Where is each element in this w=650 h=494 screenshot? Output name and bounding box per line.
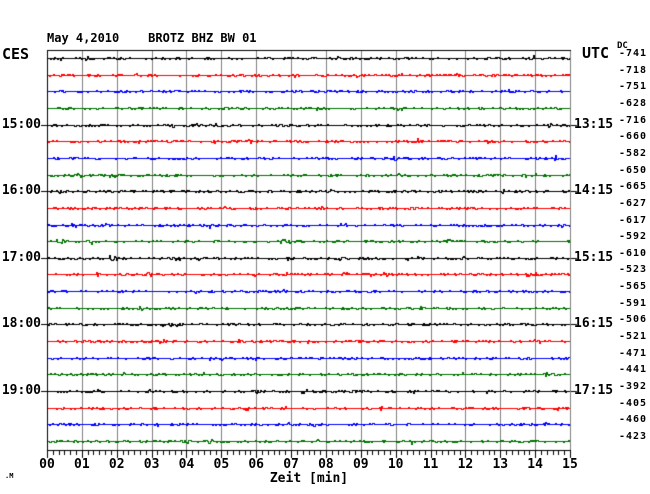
left-time-label: 18:00 bbox=[1, 316, 41, 332]
left-time-label: 17:00 bbox=[1, 249, 41, 265]
x-axis-title: Zeit [min] bbox=[269, 471, 349, 486]
dc-value: -521 bbox=[619, 331, 648, 343]
dc-value: -751 bbox=[619, 81, 648, 93]
x-tick-label: 09 bbox=[352, 457, 369, 472]
dc-value: -582 bbox=[619, 147, 648, 159]
dc-value: -741 bbox=[619, 48, 648, 59]
x-tick-label: 07 bbox=[283, 457, 299, 472]
left-timezone-label: CES bbox=[2, 45, 30, 63]
dc-value: -405 bbox=[619, 397, 648, 409]
dc-value: -660 bbox=[619, 131, 648, 143]
x-tick-label: 00 bbox=[39, 457, 55, 472]
x-tick-label: 06 bbox=[248, 457, 265, 472]
utc-time-label: 16:15 bbox=[574, 316, 614, 332]
dc-value: -471 bbox=[619, 347, 648, 359]
dc-value: -392 bbox=[619, 381, 648, 393]
utc-time-label: 13:15 bbox=[574, 116, 614, 132]
dc-value: -460 bbox=[619, 414, 648, 426]
dc-value: -565 bbox=[619, 281, 648, 293]
x-tick-label: 15 bbox=[562, 457, 578, 472]
x-tick-label: 11 bbox=[422, 457, 439, 472]
x-tick-label: 13 bbox=[492, 457, 509, 472]
dc-column-header: DC bbox=[617, 41, 628, 51]
dc-value: -441 bbox=[619, 364, 648, 376]
utc-time-label: 17:15 bbox=[574, 383, 614, 399]
x-tick-label: 05 bbox=[213, 457, 230, 472]
dc-value: -617 bbox=[619, 214, 648, 226]
x-tick-label: 12 bbox=[457, 457, 474, 472]
dc-value: -523 bbox=[619, 264, 648, 276]
x-tick-label: 01 bbox=[74, 457, 90, 472]
dc-value: -627 bbox=[619, 197, 648, 209]
dc-value: -650 bbox=[619, 164, 648, 176]
utc-time-label: 15:15 bbox=[574, 249, 614, 265]
utc-time-label: 14:15 bbox=[574, 183, 614, 199]
dc-value: -506 bbox=[619, 314, 648, 326]
x-tick-label: 02 bbox=[108, 457, 125, 472]
dc-value: -665 bbox=[619, 181, 648, 193]
left-time-label: 19:00 bbox=[1, 383, 41, 399]
dc-value: -716 bbox=[619, 114, 648, 126]
dc-value: -423 bbox=[619, 431, 648, 442]
dc-value: -591 bbox=[619, 297, 648, 309]
plot-title: May 4,2010 BROTZ BHZ BW 01 bbox=[47, 31, 257, 45]
left-time-label: 16:00 bbox=[1, 183, 41, 199]
x-tick-label: 10 bbox=[387, 457, 404, 472]
left-time-label: 15:00 bbox=[1, 116, 41, 132]
dc-value: -718 bbox=[619, 64, 648, 76]
x-tick-label: 03 bbox=[143, 457, 160, 472]
x-tick-label: 04 bbox=[178, 457, 195, 472]
dc-value: -610 bbox=[619, 247, 648, 259]
x-tick-label: 14 bbox=[527, 457, 543, 472]
x-tick-label: 08 bbox=[318, 457, 334, 472]
corner-watermark: .M bbox=[5, 472, 14, 480]
dc-value: -592 bbox=[619, 231, 648, 243]
right-timezone-label: UTC bbox=[582, 44, 610, 62]
dc-value: -628 bbox=[619, 97, 648, 109]
